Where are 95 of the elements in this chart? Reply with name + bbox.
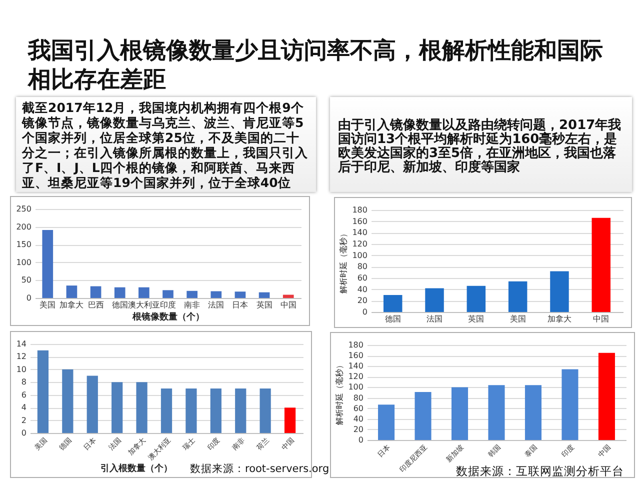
x-tick-label: 印度 xyxy=(160,300,176,310)
y-tick-label: 50 xyxy=(21,276,32,285)
bar xyxy=(160,388,172,433)
bar xyxy=(488,385,505,440)
bar xyxy=(282,294,294,298)
x-tick-label: 中国 xyxy=(593,314,610,324)
bar xyxy=(37,350,49,433)
y-tick-label: 160 xyxy=(352,216,368,226)
y-tick-label: 120 xyxy=(352,240,368,248)
x-tick-label: 法国 xyxy=(208,300,224,310)
y-tick-label: 8 xyxy=(21,378,26,387)
bar xyxy=(86,376,98,433)
bar xyxy=(562,369,578,440)
bar xyxy=(66,286,78,298)
bar xyxy=(598,352,615,440)
bar xyxy=(508,281,528,312)
y-tick-label: 0 xyxy=(358,436,364,444)
x-axis-title: 根镜像数量（个） xyxy=(132,312,204,322)
x-tick-label: 英国 xyxy=(256,300,272,310)
y-tick-label: 80 xyxy=(357,262,368,272)
y-tick-label: 20 xyxy=(357,296,368,306)
y-tick-label: 40 xyxy=(357,284,368,294)
x-tick-label: 中国 xyxy=(280,300,296,310)
bar xyxy=(136,382,148,433)
x-tick-label: 德国 xyxy=(112,300,128,310)
y-tick-label: 180 xyxy=(352,206,368,214)
text: 我国引入根镜像数量少且访问率不高，根解析性能和国际相比存在差距 xyxy=(28,37,604,95)
x-tick-label: 法国 xyxy=(426,314,443,324)
y-tick-label: 160 xyxy=(348,351,364,360)
y-tick-label: 250 xyxy=(16,204,32,214)
y-tick-label: 0 xyxy=(21,428,26,438)
y-tick-label: 2 xyxy=(21,416,26,425)
y-tick-label: 140 xyxy=(348,362,364,371)
bar xyxy=(466,286,486,312)
bar xyxy=(186,290,198,298)
y-tick-label: 150 xyxy=(16,240,32,250)
x-tick-label: 英国 xyxy=(468,314,484,324)
x-tick-label: 日本 xyxy=(232,300,248,310)
x-tick-label: 加拿大 xyxy=(60,300,84,310)
bar xyxy=(451,387,468,440)
y-tick-label: 12 xyxy=(16,352,26,362)
y-tick-label: 4 xyxy=(21,403,26,412)
bar xyxy=(62,369,74,433)
y-tick-label: 40 xyxy=(353,414,364,424)
bar xyxy=(90,286,102,298)
text: 截至2017年12月，我国境内机构拥有四个根9个镜像节点，镜像数量与乌克兰、波兰、肯尼亚等5个国家并列，位居全球第25位，不及美国的二十分之一；在引入镜像所属根的数量上，我国只引入了F、I、J、L四个根的镜像，和阿联酋、马来西亚、坦桑尼亚等19个国家并列，位于全球40位 xyxy=(16,97,316,192)
bar xyxy=(210,388,222,433)
y-tick-label: 100 xyxy=(16,258,32,267)
y-axis-title: 解析时延（毫秒） xyxy=(335,361,344,425)
bar xyxy=(425,288,444,312)
y-tick-label: 14 xyxy=(16,340,26,348)
y-tick-label: 140 xyxy=(352,228,368,238)
bar xyxy=(235,388,246,433)
bar xyxy=(524,385,542,440)
source-note: 数据来源：互联网监测分析平台 xyxy=(456,464,624,478)
y-tick-label: 100 xyxy=(352,250,368,260)
y-tick-label: 0 xyxy=(26,294,32,302)
y-tick-label: 200 xyxy=(16,222,32,232)
x-tick-label: 澳大利亚 xyxy=(128,300,160,310)
bar xyxy=(112,382,123,433)
x-axis-title: 引入根数量（个） xyxy=(100,463,172,474)
bar xyxy=(42,230,54,298)
bar xyxy=(260,388,271,433)
bar xyxy=(114,287,126,298)
x-tick-label: 美国 xyxy=(510,314,526,324)
x-tick-label: 南非 xyxy=(184,300,200,310)
y-tick-label: 60 xyxy=(357,274,368,282)
bar xyxy=(138,287,150,298)
x-tick-label: 美国 xyxy=(40,300,56,310)
y-tick-label: 180 xyxy=(348,340,364,350)
x-tick-label: 巴西 xyxy=(88,300,104,310)
x-tick-label: 德国 xyxy=(384,314,401,324)
y-tick-label: 20 xyxy=(353,424,364,434)
y-tick-label: 80 xyxy=(353,393,364,402)
bar xyxy=(378,404,395,440)
source-note: 数据来源：root-servers.org xyxy=(190,462,330,476)
y-tick-label: 0 xyxy=(362,308,368,316)
bar xyxy=(234,292,246,298)
y-tick-label: 60 xyxy=(353,404,364,413)
bar xyxy=(414,392,432,440)
y-axis-title: 解析时延（毫秒） xyxy=(339,230,348,294)
bar xyxy=(258,292,270,298)
bar xyxy=(550,271,569,312)
y-tick-label: 10 xyxy=(16,364,26,374)
bar xyxy=(284,408,296,433)
y-tick-label: 120 xyxy=(348,372,364,382)
text: 由于引入镜像数量以及路由绕转问题，2017年我国访问13个根平均解析时延为160毫秒左右，是欧美发达国家的3至5倍，在亚洲地区，我国也落后于印尼、新加坡、印度等国家 xyxy=(330,97,632,192)
y-tick-label: 6 xyxy=(21,390,26,400)
x-tick-label: 加拿大 xyxy=(547,314,572,324)
bar xyxy=(186,388,197,433)
bar xyxy=(383,295,402,312)
bar xyxy=(162,290,174,298)
y-tick-label: 100 xyxy=(348,382,364,392)
bar xyxy=(210,291,222,298)
bar xyxy=(592,218,611,312)
